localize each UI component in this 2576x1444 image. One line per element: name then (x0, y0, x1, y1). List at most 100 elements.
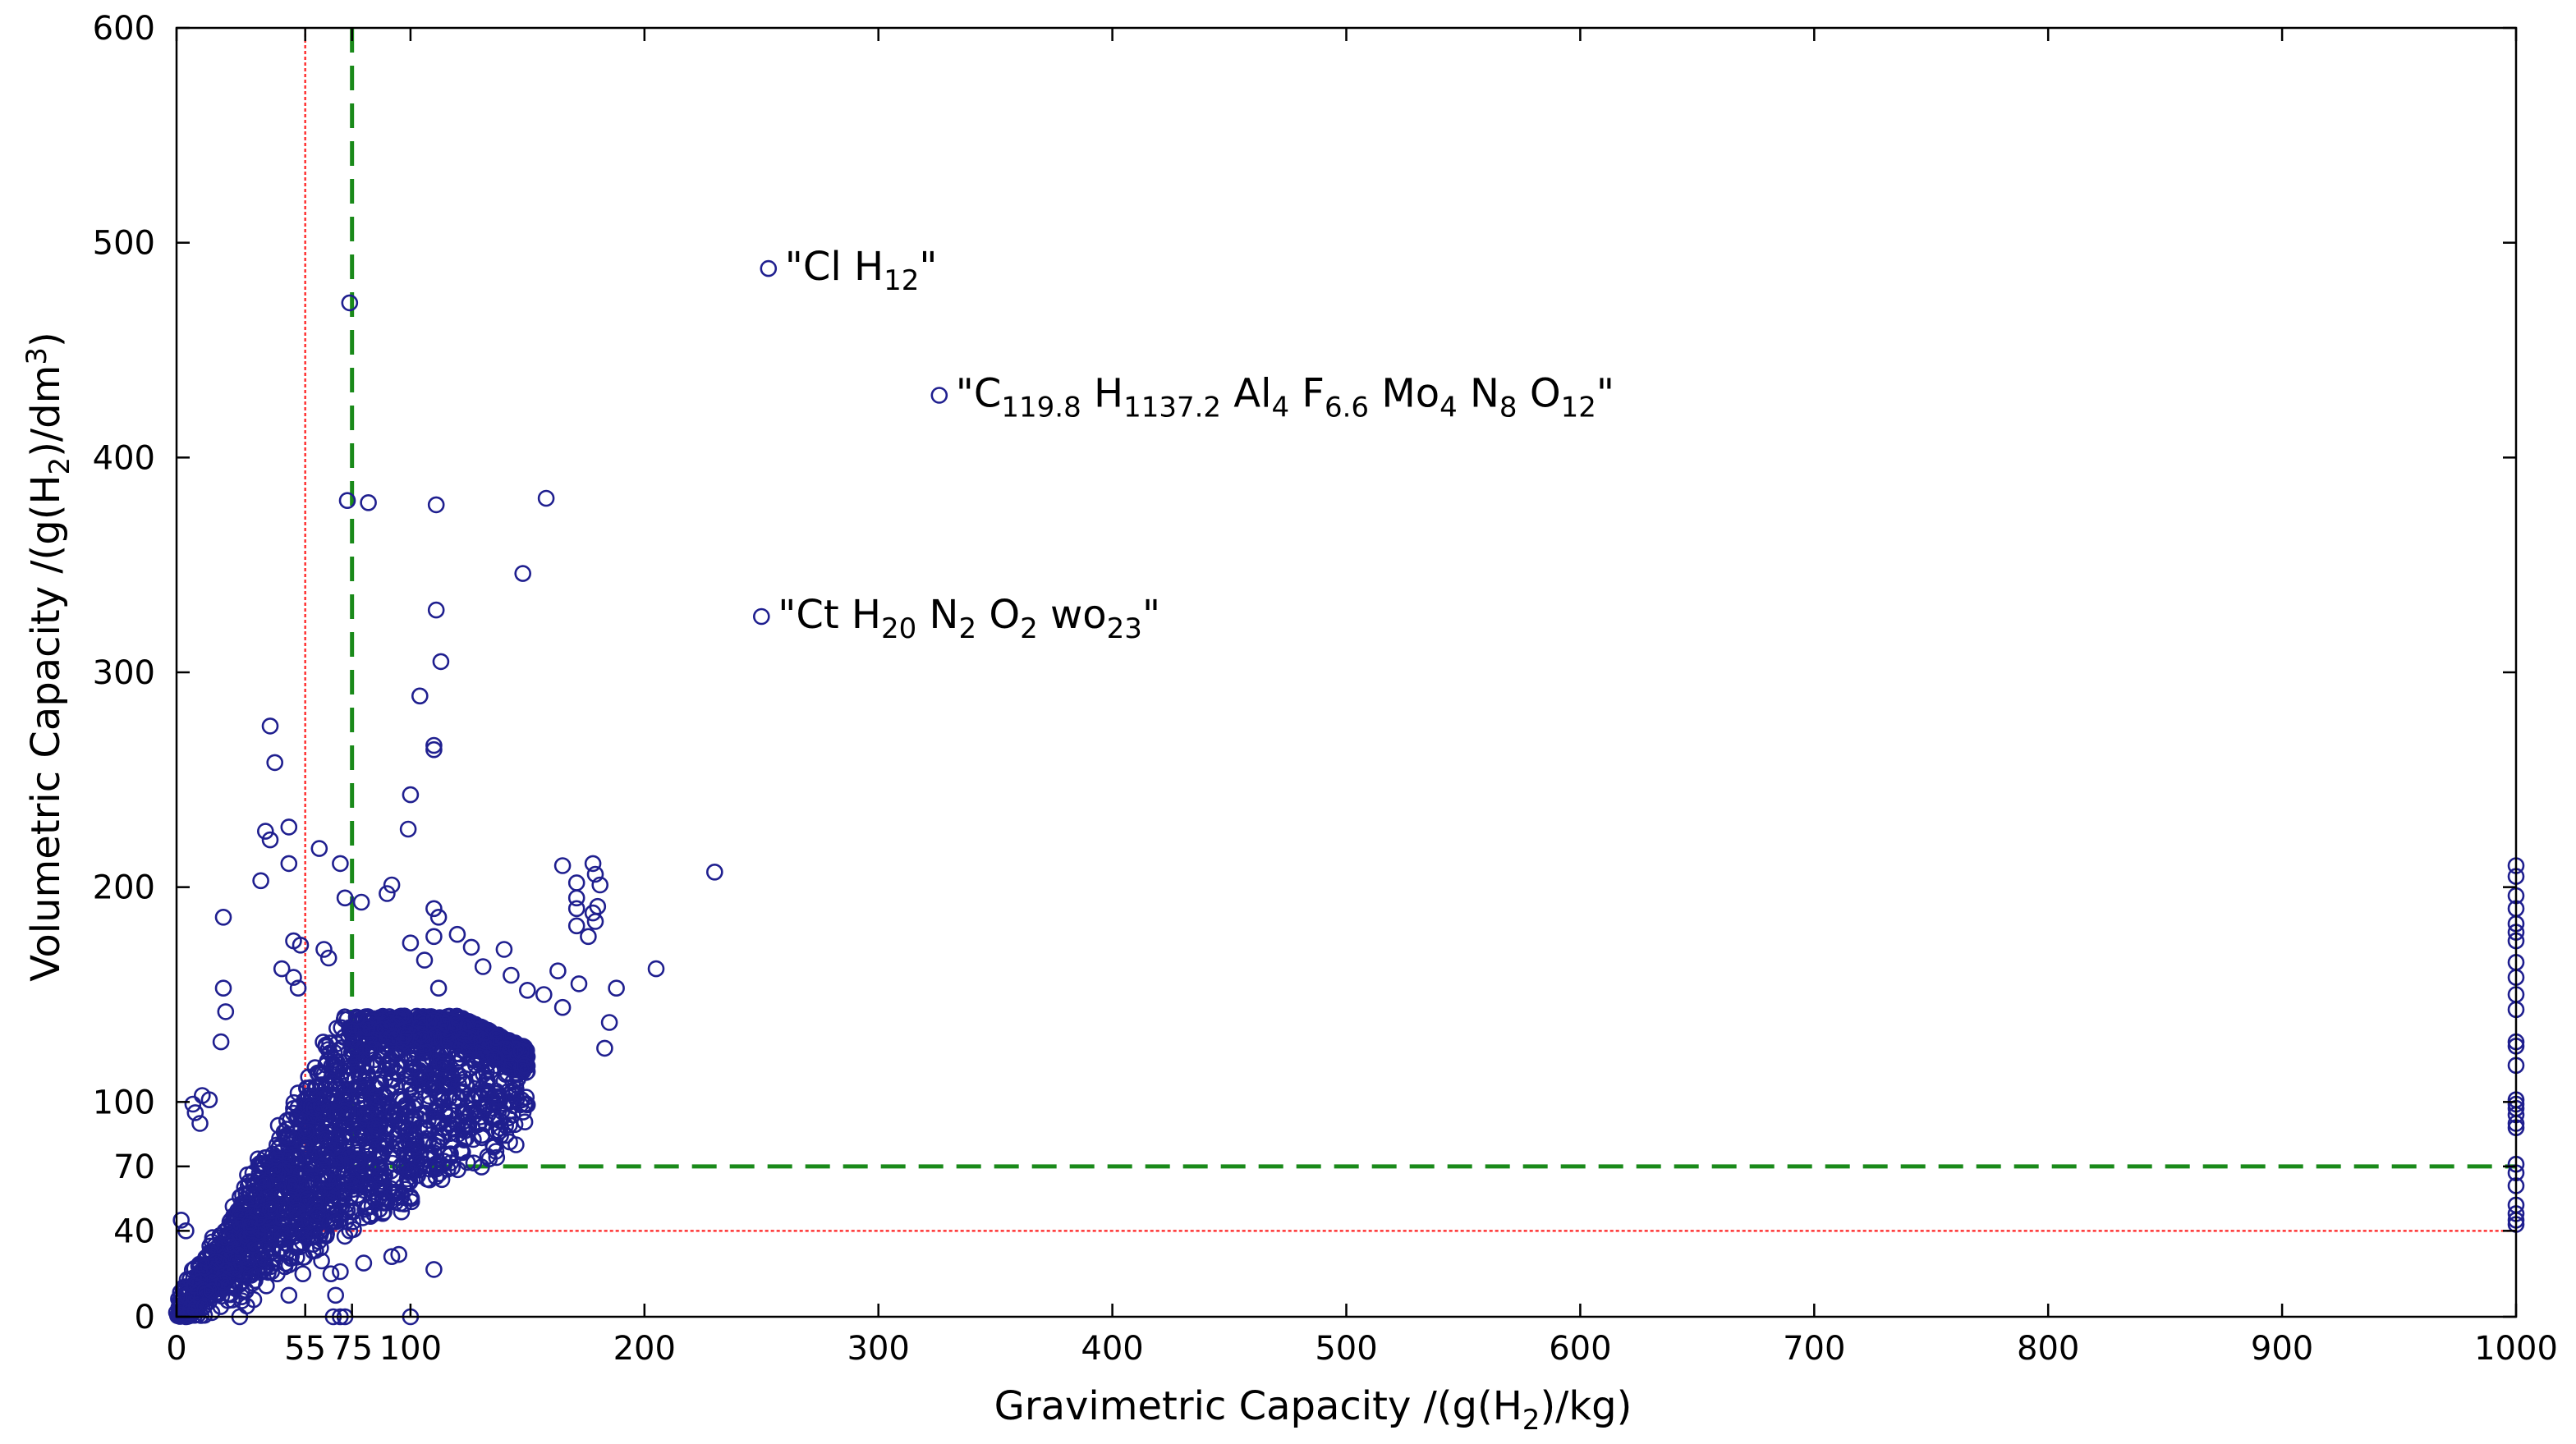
cluster-point (344, 1117, 362, 1135)
cluster-point (272, 1240, 289, 1258)
data-point (537, 489, 555, 507)
cluster-point (441, 1147, 459, 1164)
data-point (567, 917, 585, 935)
cluster-point (399, 1133, 417, 1150)
cluster-point (285, 1174, 303, 1192)
cluster-point (372, 1088, 390, 1106)
cluster-point (342, 1021, 360, 1039)
cluster-point (434, 1054, 452, 1072)
annotation-label-0: "Cl H12" (785, 244, 938, 297)
data-point (212, 1033, 230, 1051)
cluster-point (366, 1130, 383, 1148)
data-point (584, 855, 602, 873)
cluster-point (516, 1057, 534, 1075)
data-point (261, 831, 279, 849)
cluster-point (407, 1108, 425, 1126)
cluster-point (393, 1114, 411, 1132)
data-point (338, 492, 356, 510)
cluster-point (348, 1054, 366, 1072)
cluster-point (371, 1168, 388, 1186)
data-point (195, 1297, 214, 1315)
annotation-label-2: "Ct H20 N2 O2 wo23" (778, 592, 1160, 645)
data-point (264, 1254, 282, 1272)
cluster-point (434, 1017, 452, 1034)
cluster-point (269, 1165, 287, 1183)
cluster-point (316, 1130, 334, 1148)
annotations: "Cl H12" "C119.8 H1137.2 Al4 F6.6 Mo4 N8 … (778, 244, 1614, 645)
cluster-point (406, 1058, 423, 1075)
data-point (474, 958, 492, 975)
data-point (427, 601, 445, 619)
x-tick-label: 100 (379, 1330, 442, 1368)
cluster-point (367, 1079, 385, 1097)
data-point (462, 938, 480, 956)
data-point (352, 893, 370, 911)
cluster-point (460, 1041, 478, 1059)
cluster-point (279, 1135, 297, 1153)
cluster-point (288, 1203, 305, 1222)
cluster-point (327, 1156, 345, 1174)
cluster-point (242, 1267, 260, 1284)
cluster-point (425, 1136, 443, 1153)
x-tick-label: 0 (166, 1330, 186, 1368)
data-point (930, 387, 948, 404)
cluster-point (268, 1245, 286, 1263)
cluster-point (317, 1038, 335, 1056)
data-point (567, 900, 585, 918)
data-point (273, 960, 291, 978)
data-point (266, 754, 284, 772)
data-point (425, 1261, 443, 1278)
cluster-point (484, 1099, 503, 1117)
cluster-point (485, 1048, 503, 1066)
cluster-point (285, 1093, 303, 1112)
cluster-point (309, 1201, 327, 1219)
cluster-point (359, 1019, 376, 1037)
data-point (553, 998, 572, 1016)
x-tick-label: 900 (2251, 1330, 2313, 1368)
x-tick-label: 300 (847, 1330, 910, 1368)
data-point (383, 1248, 401, 1265)
data-point (425, 900, 443, 918)
data-point (383, 876, 401, 894)
cluster-point (328, 1078, 346, 1096)
x-tick-label: 600 (1549, 1330, 1611, 1368)
data-point (261, 717, 279, 735)
cluster-point (465, 1154, 483, 1171)
data-point (191, 1115, 209, 1132)
data-point (269, 1265, 286, 1282)
data-point (416, 951, 434, 969)
cluster-point (453, 1120, 471, 1138)
cluster-point (261, 1200, 279, 1218)
cluster-point (389, 1110, 407, 1128)
cluster-point (325, 1057, 342, 1075)
data-point (399, 820, 417, 838)
data-point (336, 889, 354, 907)
cluster-point (395, 1033, 413, 1051)
y-tick-label: 40 (113, 1213, 155, 1250)
cluster-point (301, 1156, 319, 1173)
cluster-point (233, 1194, 251, 1212)
cluster-point (367, 1089, 384, 1107)
x-tick-label: 75 (331, 1330, 373, 1368)
data-point (402, 934, 420, 951)
data-point (570, 975, 588, 992)
cluster-point (280, 1129, 298, 1146)
cluster-point (466, 1027, 484, 1045)
cluster-point (342, 1169, 360, 1187)
cluster-point (373, 1048, 391, 1066)
data-point (429, 909, 448, 926)
data-point (327, 1286, 345, 1304)
data-point (705, 864, 723, 881)
cluster-point (393, 1008, 410, 1025)
data-point (495, 941, 513, 958)
cluster-point (274, 1160, 292, 1177)
cluster-point (335, 1188, 353, 1205)
cluster-point (171, 1293, 188, 1311)
data-point (379, 885, 396, 902)
data-point (226, 1261, 244, 1278)
cluster-point (402, 1163, 419, 1180)
x-tick-label: 800 (2017, 1330, 2079, 1368)
cluster-point (398, 1160, 416, 1178)
cluster-point (360, 1180, 378, 1198)
